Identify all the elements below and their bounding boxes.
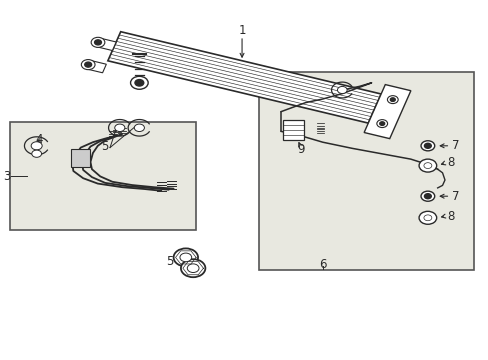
- Circle shape: [420, 191, 434, 201]
- Circle shape: [424, 143, 430, 148]
- Circle shape: [180, 253, 191, 262]
- Polygon shape: [86, 60, 106, 73]
- Text: 8: 8: [447, 210, 454, 222]
- Circle shape: [386, 96, 397, 104]
- Circle shape: [130, 76, 148, 89]
- Circle shape: [91, 37, 104, 48]
- Text: 7: 7: [451, 139, 459, 152]
- Circle shape: [418, 159, 436, 172]
- Polygon shape: [96, 38, 116, 50]
- Circle shape: [115, 124, 124, 131]
- Bar: [259, 72, 473, 270]
- Circle shape: [81, 59, 95, 69]
- Circle shape: [379, 122, 384, 125]
- Circle shape: [181, 259, 205, 277]
- Circle shape: [84, 62, 91, 67]
- Bar: [71, 149, 90, 167]
- Circle shape: [134, 124, 144, 131]
- Circle shape: [94, 40, 101, 45]
- Circle shape: [418, 211, 436, 224]
- Text: 5: 5: [101, 140, 109, 153]
- Circle shape: [424, 194, 430, 199]
- Circle shape: [135, 80, 143, 86]
- Circle shape: [389, 98, 394, 102]
- Text: 1: 1: [238, 24, 245, 37]
- Circle shape: [337, 86, 346, 94]
- Circle shape: [187, 264, 199, 273]
- Text: 5: 5: [166, 255, 173, 268]
- Circle shape: [423, 215, 431, 221]
- Text: 2: 2: [110, 46, 117, 59]
- Text: 7: 7: [451, 190, 459, 203]
- Text: 4: 4: [36, 133, 43, 146]
- Circle shape: [173, 248, 198, 266]
- Circle shape: [420, 141, 434, 151]
- Polygon shape: [364, 85, 410, 139]
- Text: 6: 6: [318, 258, 326, 271]
- Circle shape: [31, 142, 42, 150]
- Bar: [282, 120, 304, 140]
- Circle shape: [423, 163, 431, 168]
- Text: 8: 8: [447, 156, 454, 169]
- Text: 3: 3: [3, 170, 11, 183]
- Text: 9: 9: [296, 143, 304, 156]
- Bar: [10, 122, 195, 230]
- Circle shape: [376, 120, 387, 127]
- Circle shape: [32, 150, 41, 157]
- Polygon shape: [108, 32, 380, 123]
